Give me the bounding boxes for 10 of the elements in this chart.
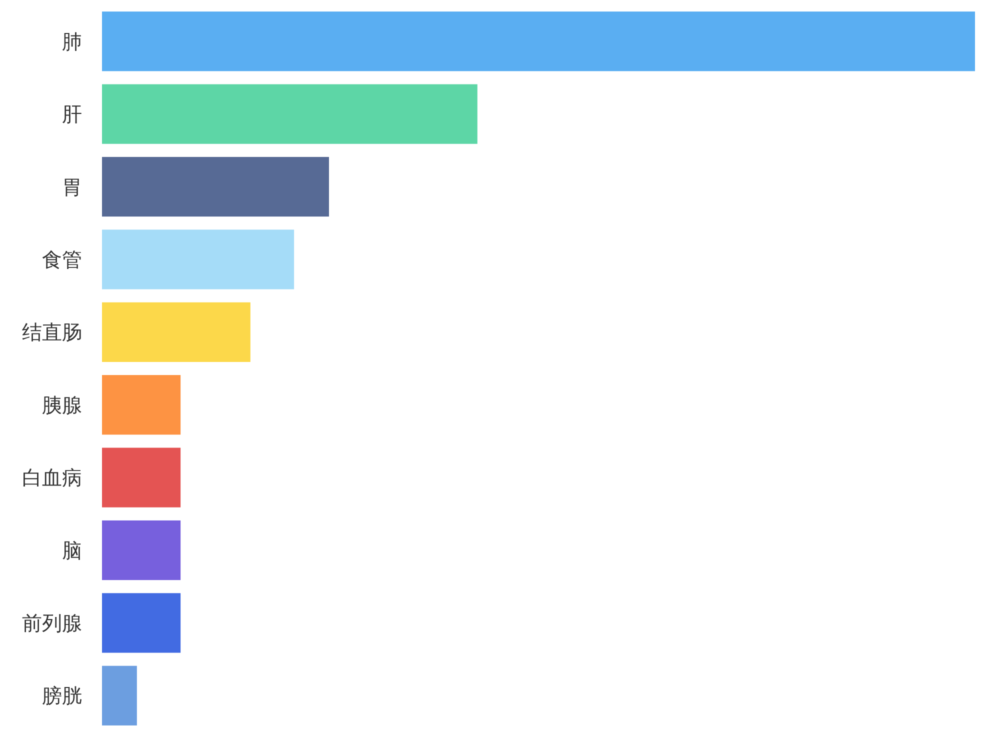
category-label: 脑 — [62, 538, 82, 562]
category-label: 肝 — [62, 102, 82, 126]
category-label: 膀胱 — [42, 684, 82, 708]
category-label: 食管 — [42, 247, 82, 272]
category-label: 白血病 — [22, 466, 82, 490]
category-label: 结直肠 — [22, 320, 82, 344]
category-label: 胰腺 — [42, 392, 82, 417]
category-label: 前列腺 — [22, 610, 82, 635]
category-label: 胃 — [62, 174, 82, 199]
category-label: 肺 — [62, 29, 82, 54]
